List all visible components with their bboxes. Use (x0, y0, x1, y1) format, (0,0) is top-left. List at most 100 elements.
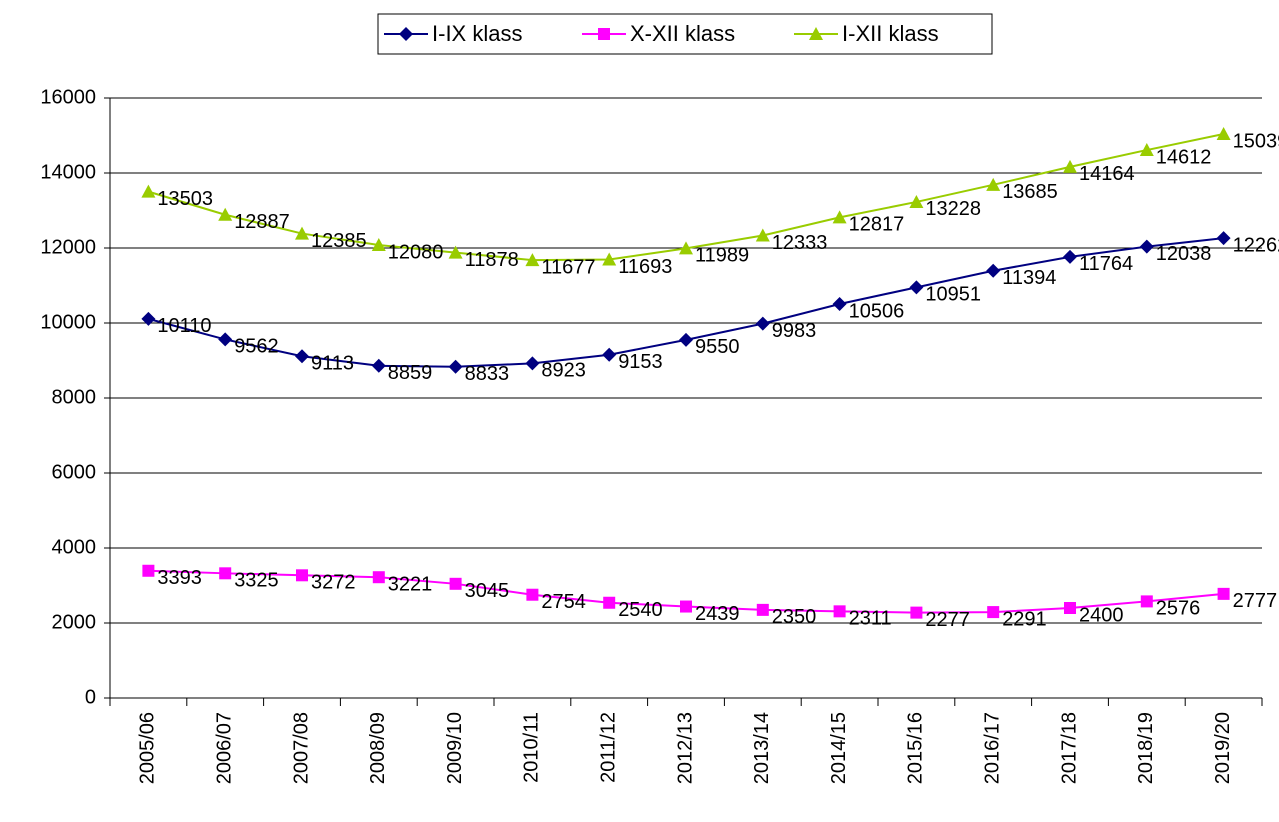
marker (833, 605, 846, 618)
data-label: 8833 (465, 363, 510, 385)
y-tick-label: 8000 (52, 386, 97, 408)
data-label: 2540 (618, 599, 663, 621)
data-label: 2400 (1079, 604, 1124, 626)
x-tick-label: 2006/07 (213, 712, 235, 784)
x-tick-label: 2016/17 (981, 712, 1003, 784)
data-label: 2277 (925, 609, 970, 631)
data-label: 2754 (541, 591, 586, 613)
y-tick-label: 12000 (40, 236, 96, 258)
marker (909, 280, 924, 295)
marker (1063, 159, 1077, 173)
data-label: 9550 (695, 336, 740, 358)
marker (809, 27, 823, 40)
marker (1064, 602, 1076, 614)
marker (1216, 231, 1231, 246)
marker (526, 588, 539, 601)
data-label: 9983 (772, 320, 817, 342)
marker (986, 263, 1001, 278)
marker (218, 332, 233, 347)
marker (603, 596, 616, 609)
marker (1140, 595, 1153, 608)
data-label: 12080 (388, 241, 444, 263)
data-label: 9562 (234, 336, 279, 358)
data-label: 12038 (1156, 243, 1212, 265)
data-label: 11764 (1079, 253, 1133, 275)
y-tick-label: 10000 (40, 311, 96, 333)
marker (525, 356, 540, 371)
x-tick-label: 2010/11 (521, 712, 543, 783)
data-label: 11677 (541, 256, 595, 278)
x-tick-label: 2014/15 (828, 712, 850, 784)
data-label: 10110 (157, 315, 211, 337)
y-tick-label: 2000 (52, 611, 97, 633)
legend-label: I-IX klass (432, 21, 522, 46)
data-label: 2311 (849, 608, 892, 630)
data-label: 13503 (157, 188, 213, 210)
x-tick-label: 2018/19 (1135, 712, 1157, 784)
marker (218, 207, 233, 221)
data-label: 11989 (695, 245, 749, 267)
legend-box (377, 13, 993, 55)
y-tick-label: 6000 (52, 461, 97, 483)
data-label: 14164 (1079, 163, 1135, 185)
data-label: 9113 (311, 353, 354, 375)
data-label: 10951 (925, 284, 981, 306)
data-label: 8923 (541, 360, 586, 382)
marker (141, 311, 156, 326)
data-label: 2439 (695, 603, 740, 625)
data-label: 12385 (311, 230, 367, 252)
data-label: 3045 (465, 580, 510, 602)
data-label: 2576 (1156, 598, 1201, 620)
marker (372, 571, 385, 584)
data-label: 8859 (388, 362, 433, 384)
data-label: 15039 (1233, 130, 1279, 152)
marker (219, 567, 232, 580)
marker (832, 210, 847, 224)
marker (598, 28, 610, 40)
data-label: 12333 (772, 232, 828, 254)
y-tick-label: 16000 (40, 86, 96, 108)
data-label: 13228 (925, 198, 981, 220)
data-label: 11878 (465, 249, 519, 271)
marker (680, 600, 692, 613)
data-label: 3221 (388, 573, 433, 595)
marker (1139, 239, 1154, 254)
y-tick-label: 0 (85, 686, 96, 708)
marker (371, 358, 386, 373)
marker (909, 194, 924, 208)
marker (399, 27, 413, 41)
data-label: 2777 (1233, 590, 1278, 612)
legend-label: X-XII klass (630, 21, 735, 46)
x-tick-label: 2019/20 (1212, 712, 1234, 784)
marker (755, 228, 770, 242)
x-tick-label: 2017/18 (1058, 712, 1080, 784)
x-tick-label: 2012/13 (674, 712, 696, 784)
marker (1139, 143, 1154, 157)
data-label: 13685 (1002, 181, 1058, 203)
x-tick-label: 2009/10 (444, 712, 466, 784)
data-label: 12887 (234, 211, 290, 233)
data-label: 11693 (618, 256, 672, 278)
marker (295, 226, 309, 240)
x-tick-label: 2005/06 (137, 712, 159, 784)
x-tick-label: 2013/14 (751, 712, 773, 784)
y-tick-label: 4000 (52, 536, 97, 558)
marker (602, 252, 617, 266)
marker (448, 245, 463, 259)
data-label: 11394 (1002, 267, 1056, 289)
marker (1063, 249, 1077, 264)
marker (448, 359, 463, 374)
marker (141, 184, 156, 198)
series-line (148, 133, 1224, 262)
marker (755, 316, 770, 331)
data-label: 2350 (772, 606, 817, 628)
marker (371, 238, 386, 251)
data-label: 3272 (311, 572, 356, 594)
x-tick-label: 2008/09 (367, 712, 389, 784)
data-label: 14612 (1156, 146, 1212, 168)
marker (296, 569, 308, 582)
marker (910, 606, 923, 619)
legend-label: I-XII klass (842, 21, 939, 46)
marker (142, 564, 155, 577)
